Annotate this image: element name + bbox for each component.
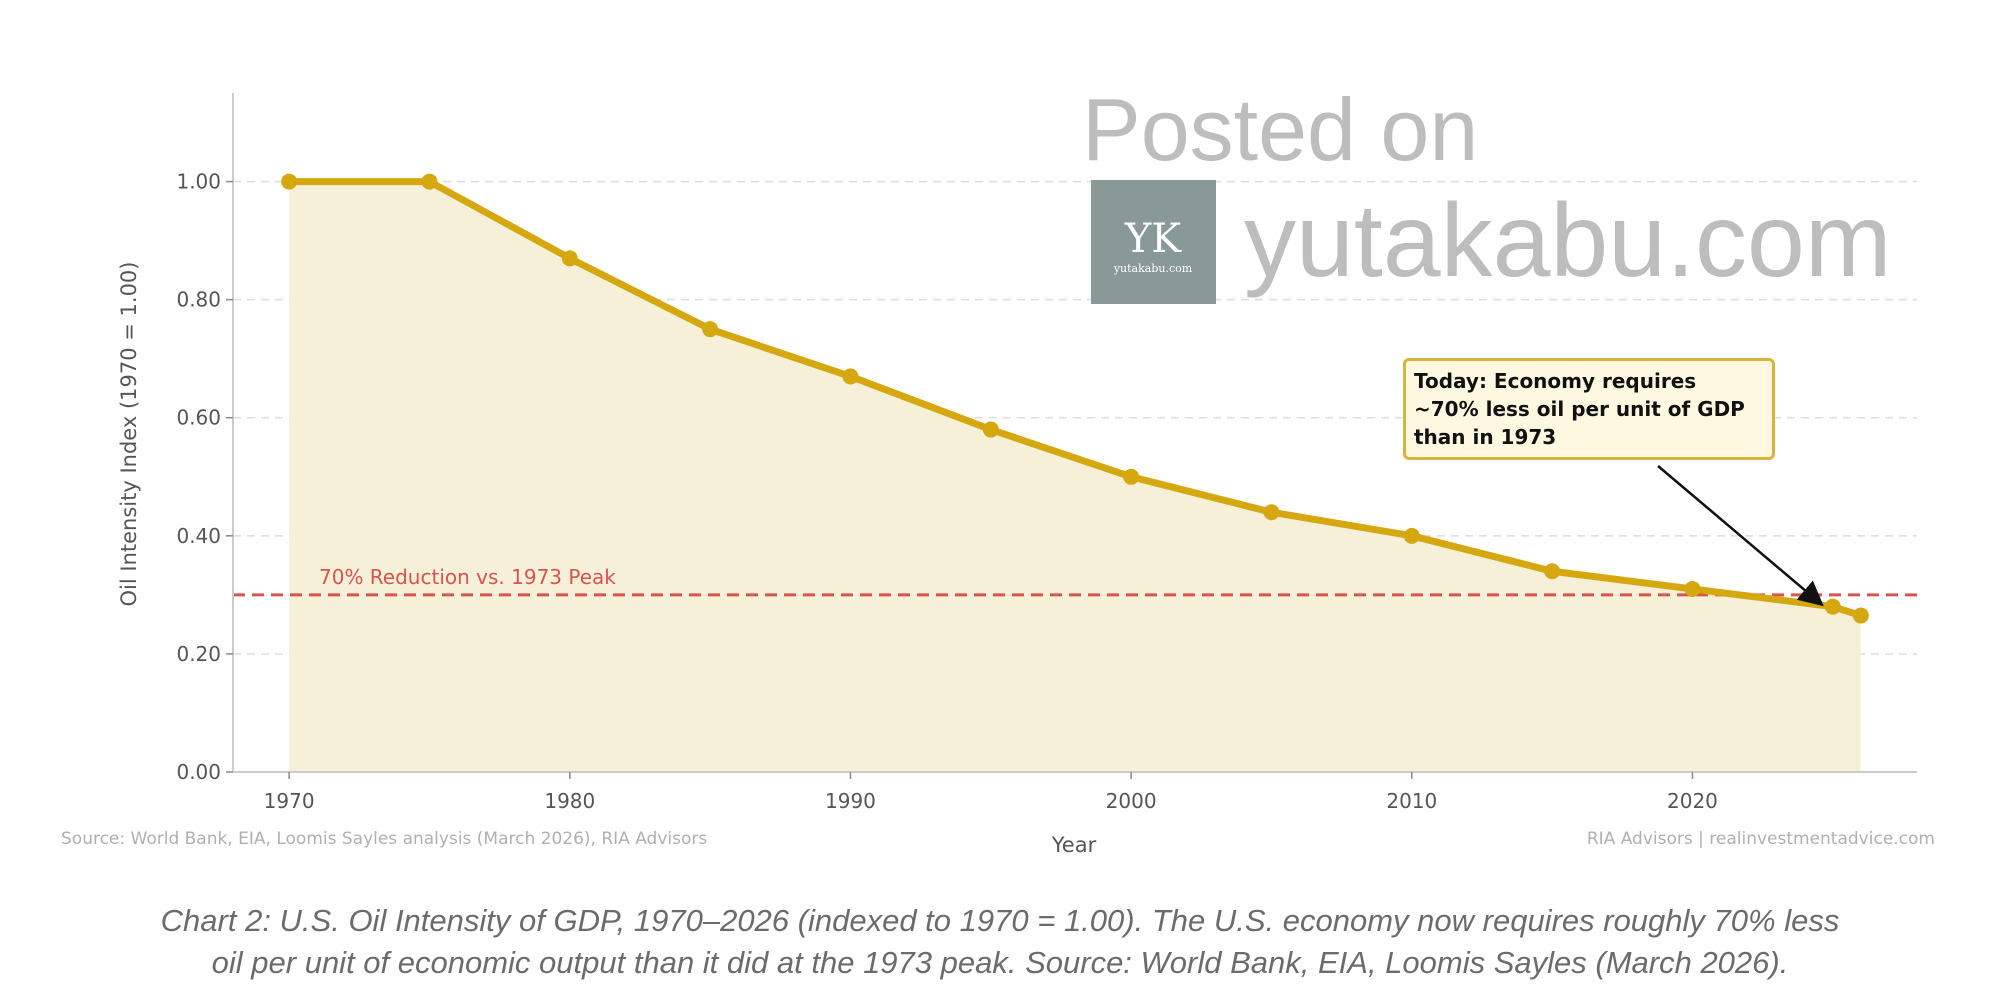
area-fill (289, 181, 1861, 773)
data-points (281, 173, 1869, 624)
x-tick-label: 2020 (1667, 789, 1718, 813)
data-point (702, 321, 719, 338)
x-tick-label: 1990 (825, 789, 876, 813)
data-point (1852, 607, 1869, 624)
y-axis-label: Oil Intensity Index (1970 = 1.00) (117, 262, 141, 607)
y-tick-label: 0.20 (176, 642, 221, 666)
x-ticks: 1970 1980 1990 2000 2010 2020 (264, 772, 1718, 813)
y-ticks: 0.00 0.20 0.40 0.60 0.80 1.00 (176, 170, 233, 784)
data-point (1123, 468, 1140, 485)
x-tick-label: 2000 (1106, 789, 1157, 813)
source-left: Source: World Bank, EIA, Loomis Sayles a… (61, 829, 707, 849)
data-point (1824, 598, 1841, 615)
watermark-logo-letters: YK (1124, 216, 1182, 262)
x-tick-label: 2010 (1386, 789, 1437, 813)
source-right: RIA Advisors | realinvestmentadvice.com (1587, 829, 1935, 849)
watermark-logo (1091, 180, 1216, 304)
figure-caption: Chart 2: U.S. Oil Intensity of GDP, 1970… (0, 900, 2000, 984)
caption-line-1: Chart 2: U.S. Oil Intensity of GDP, 1970… (160, 903, 1840, 938)
y-tick-label: 0.60 (176, 406, 221, 430)
data-point (982, 421, 999, 438)
reference-line-label: 70% Reduction vs. 1973 Peak (319, 565, 616, 589)
caption-line-2: oil per unit of economic output than it … (211, 945, 1789, 980)
x-tick-label: 1970 (264, 789, 315, 813)
data-point (1684, 580, 1701, 597)
y-tick-label: 0.40 (176, 524, 221, 548)
data-point (1263, 504, 1280, 521)
y-tick-label: 1.00 (176, 170, 221, 194)
data-point (842, 368, 859, 385)
data-point (421, 173, 438, 190)
y-tick-label: 0.80 (176, 288, 221, 312)
annotation-arrow (1657, 465, 1824, 607)
data-point (281, 173, 298, 190)
x-tick-label: 1980 (544, 789, 595, 813)
watermark-site: yutakabu.com (1244, 183, 1891, 299)
annotation-line: than in 1973 (1414, 425, 1557, 449)
data-point (1403, 527, 1420, 544)
annotation-box: Today: Economy requires ~70% less oil pe… (1403, 358, 1775, 460)
annotation-line: ~70% less oil per unit of GDP (1414, 397, 1745, 421)
data-point (561, 250, 578, 267)
y-tick-label: 0.00 (176, 760, 221, 784)
watermark-posted-on: Posted on (1082, 80, 1478, 179)
x-axis-label: Year (1051, 833, 1097, 857)
annotation-line: Today: Economy requires (1414, 369, 1697, 393)
watermark-logo-sub: yutakabu.com (1113, 262, 1193, 275)
data-point (1544, 563, 1561, 580)
